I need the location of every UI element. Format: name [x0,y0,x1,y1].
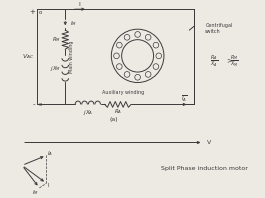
Text: $V_{AC}$: $V_{AC}$ [21,52,34,61]
Text: $jX_A$: $jX_A$ [83,108,93,117]
Text: Main winding: Main winding [69,41,74,73]
Text: o: o [39,10,42,15]
Text: -: - [33,101,35,108]
Text: $I_M$: $I_M$ [70,19,77,28]
Text: +: + [29,9,35,15]
Text: (a): (a) [110,117,118,122]
Text: $\frac{R_M}{X_M}$: $\frac{R_M}{X_M}$ [230,53,238,69]
Text: $R_M$: $R_M$ [52,35,61,44]
Text: I: I [78,2,80,7]
Text: $\overline{I_A}$: $\overline{I_A}$ [181,94,188,104]
Text: $\frac{R_A}{X_A}$: $\frac{R_A}{X_A}$ [210,53,218,69]
Text: $I_A$: $I_A$ [47,149,54,158]
Text: V: V [207,140,211,145]
Text: $jX_M$: $jX_M$ [50,64,61,73]
Text: Centrifugal
switch: Centrifugal switch [205,23,233,34]
Text: Split Phase induction motor: Split Phase induction motor [161,166,248,171]
Text: $R_A$: $R_A$ [114,108,122,116]
Text: Auxiliary winding: Auxiliary winding [102,90,145,95]
Text: I: I [47,183,49,188]
Text: o: o [39,102,42,107]
Text: $>$: $>$ [225,56,233,65]
Text: $I_M$: $I_M$ [32,188,39,197]
